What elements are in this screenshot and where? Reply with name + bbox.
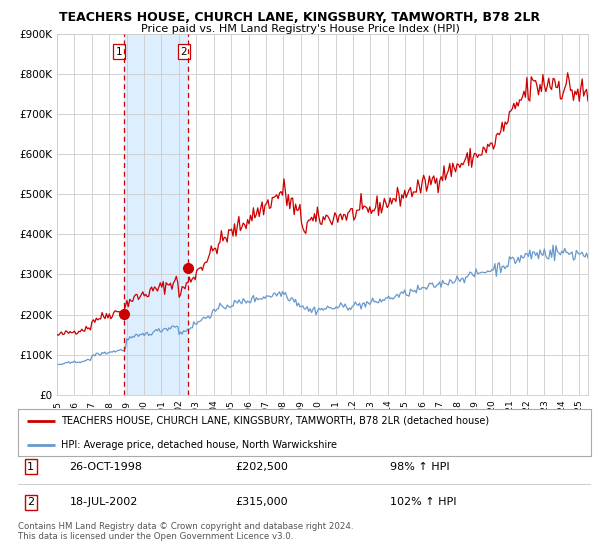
- Text: TEACHERS HOUSE, CHURCH LANE, KINGSBURY, TAMWORTH, B78 2LR: TEACHERS HOUSE, CHURCH LANE, KINGSBURY, …: [59, 11, 541, 24]
- Text: 2: 2: [181, 46, 187, 57]
- Text: £315,000: £315,000: [236, 497, 289, 507]
- Text: HPI: Average price, detached house, North Warwickshire: HPI: Average price, detached house, Nort…: [61, 440, 337, 450]
- Bar: [124, 34, 188, 395]
- Text: Contains HM Land Registry data © Crown copyright and database right 2024.
This d: Contains HM Land Registry data © Crown c…: [18, 522, 353, 542]
- Text: 26-OCT-1998: 26-OCT-1998: [70, 461, 143, 472]
- Text: 18-JUL-2002: 18-JUL-2002: [70, 497, 138, 507]
- Text: 98% ↑ HPI: 98% ↑ HPI: [391, 461, 450, 472]
- Text: 1: 1: [27, 461, 34, 472]
- Text: 1: 1: [116, 46, 122, 57]
- Text: 102% ↑ HPI: 102% ↑ HPI: [391, 497, 457, 507]
- Text: £202,500: £202,500: [236, 461, 289, 472]
- Text: Price paid vs. HM Land Registry's House Price Index (HPI): Price paid vs. HM Land Registry's House …: [140, 24, 460, 34]
- Text: TEACHERS HOUSE, CHURCH LANE, KINGSBURY, TAMWORTH, B78 2LR (detached house): TEACHERS HOUSE, CHURCH LANE, KINGSBURY, …: [61, 416, 489, 426]
- Text: 2: 2: [27, 497, 34, 507]
